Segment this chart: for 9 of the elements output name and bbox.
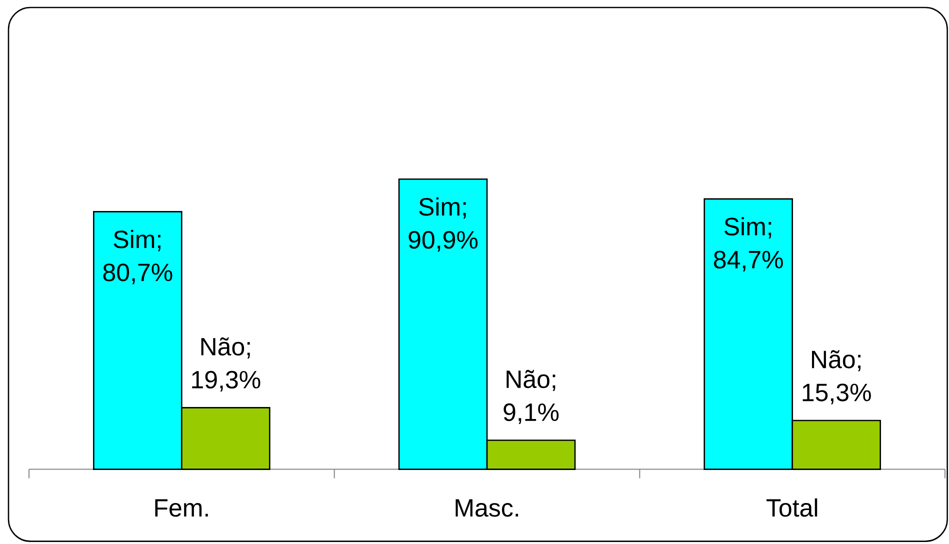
data-label: Não; 9,1% [504, 370, 559, 424]
data-label: Não; 15,3% [802, 350, 871, 404]
data-label: Não; 19,3% [192, 337, 260, 392]
data-label: Sim; 80,7% [103, 230, 172, 284]
data-label: Sim; 90,9% [408, 197, 478, 252]
x-tick-label: Fem. [155, 499, 208, 517]
data-label: Sim; 84,7% [714, 217, 783, 272]
x-tick-label: Masc. [456, 499, 518, 517]
x-tick-label: Total [766, 498, 818, 517]
